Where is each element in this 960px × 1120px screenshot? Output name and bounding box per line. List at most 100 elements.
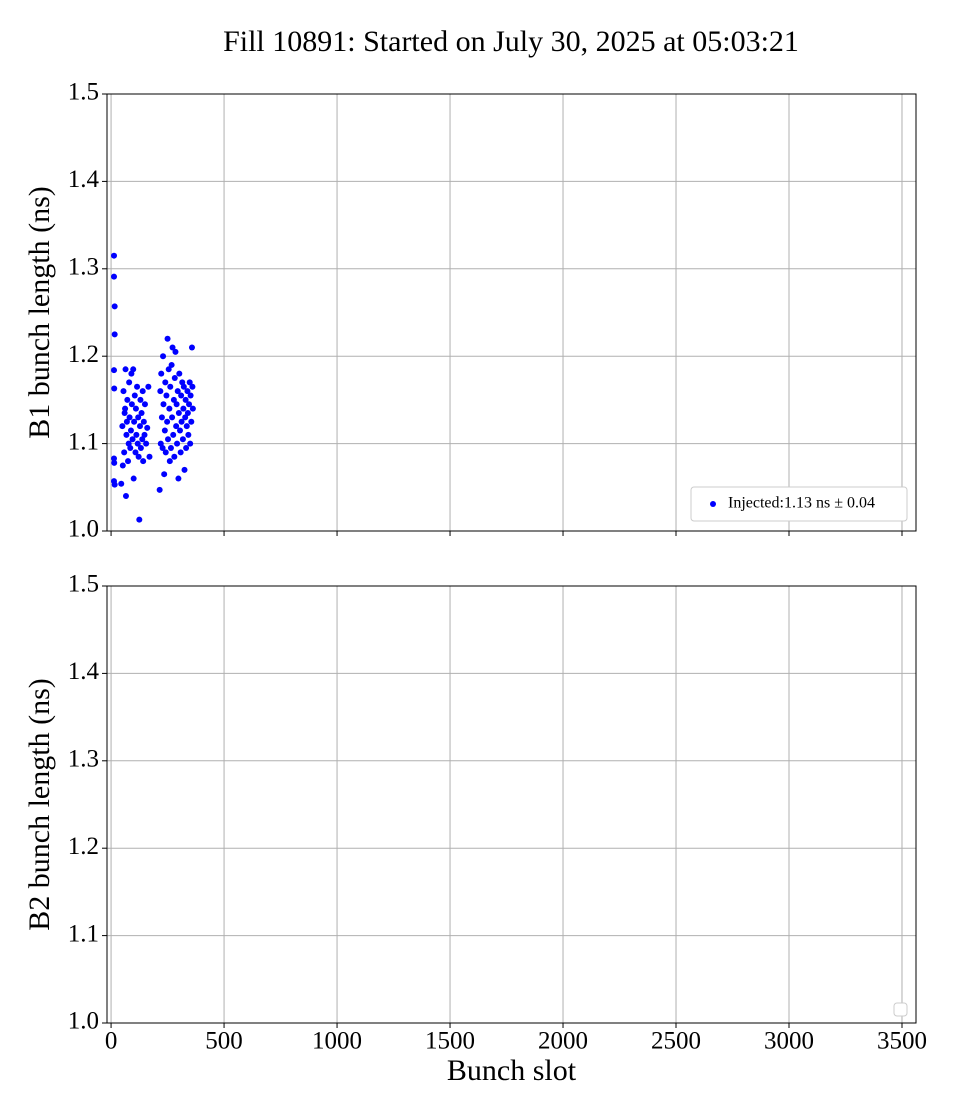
scatter-point — [174, 440, 181, 447]
scatter-point — [169, 414, 176, 421]
scatter-point — [122, 493, 129, 500]
y-tick-label: 1.4 — [68, 658, 100, 685]
scatter-point — [126, 379, 133, 386]
scatter-point — [121, 449, 128, 456]
scatter-point — [131, 392, 138, 399]
scatter-point — [111, 331, 118, 338]
y-tick-label: 1.0 — [68, 516, 99, 543]
scatter-point — [165, 366, 172, 373]
scatter-point — [128, 401, 135, 408]
scatter-point — [169, 344, 176, 351]
scatter-point — [141, 401, 148, 408]
axes-frame — [106, 93, 917, 532]
scatter-point — [158, 370, 165, 377]
x-tick-label: 0 — [105, 1028, 118, 1055]
scatter-point — [127, 427, 134, 434]
scatter-point — [138, 410, 145, 417]
scatter-point — [124, 396, 131, 403]
scatter-point — [184, 410, 191, 417]
scatter-point — [143, 440, 150, 447]
scatter-point — [183, 444, 190, 451]
y-tick-label: 1.3 — [68, 254, 99, 281]
scatter-point — [175, 410, 182, 417]
y-tick-label: 1.3 — [68, 746, 99, 773]
scatter-point — [144, 424, 151, 431]
scatter-point — [180, 405, 187, 412]
scatter-point — [186, 401, 193, 408]
scatter-point — [181, 466, 188, 473]
scatter-point — [172, 348, 179, 355]
scatter-point — [165, 436, 172, 443]
scatter-point — [171, 375, 178, 382]
scatter-point — [156, 486, 163, 493]
y-axis-label: B1 bunch length (ns) — [23, 186, 56, 438]
scatter-point — [189, 383, 196, 390]
scatter-point — [189, 405, 196, 412]
scatter-point — [188, 418, 195, 425]
y-tick-label: 1.5 — [68, 571, 99, 598]
scatter-point — [132, 405, 139, 412]
scatter-point — [127, 444, 134, 451]
scatter-point — [122, 405, 129, 412]
scatter-point — [132, 449, 139, 456]
scatter-point — [167, 444, 174, 451]
scatter-point — [135, 414, 142, 421]
x-tick-label: 2500 — [651, 1028, 701, 1055]
scatter-point — [167, 383, 174, 390]
scatter-point — [119, 423, 126, 430]
scatter-point — [160, 401, 167, 408]
scatter-point — [134, 383, 141, 390]
y-axis-label: B2 bunch length (ns) — [23, 678, 56, 930]
scatter-point — [166, 458, 173, 465]
y-tick-label: 1.1 — [68, 920, 99, 947]
scatter-point — [161, 471, 168, 478]
scatter-point — [145, 383, 152, 390]
scatter-point — [131, 418, 138, 425]
axes-frame — [106, 585, 917, 1024]
scatter-point — [157, 388, 164, 395]
scatter-point — [146, 453, 153, 460]
scatter-point — [120, 388, 127, 395]
scatter-point — [185, 431, 192, 438]
scatter-point — [118, 480, 125, 487]
scatter-point — [175, 475, 182, 482]
y-tick-label: 1.0 — [68, 1008, 99, 1035]
scatter-point — [137, 444, 144, 451]
scatter-point — [183, 423, 190, 430]
scatter-point — [126, 414, 133, 421]
scatter-point — [184, 388, 191, 395]
scatter-point — [129, 436, 136, 443]
scatter-point — [166, 405, 173, 412]
x-tick-label: 2000 — [538, 1028, 588, 1055]
scatter-point — [111, 273, 118, 280]
scatter-point — [123, 418, 130, 425]
scatter-point — [180, 383, 187, 390]
scatter-point — [170, 396, 177, 403]
scatter-point — [162, 449, 169, 456]
scatter-point — [170, 431, 177, 438]
scatter-point — [178, 392, 185, 399]
scatter-point — [133, 431, 140, 438]
scatter-point — [141, 431, 148, 438]
scatter-point — [176, 427, 183, 434]
x-tick-label: 500 — [205, 1028, 243, 1055]
scatter-point — [134, 440, 141, 447]
scatter-point — [122, 366, 129, 373]
x-axis-label: Bunch slot — [447, 1054, 577, 1087]
scatter-point — [140, 458, 147, 465]
scatter-point — [162, 379, 169, 386]
scatter-point — [187, 392, 194, 399]
scatter-point — [160, 353, 167, 360]
scatter-point — [182, 414, 189, 421]
legend-marker — [710, 501, 716, 507]
scatter-point — [164, 418, 171, 425]
scatter-point — [130, 366, 137, 373]
legend: Injected:1.13 ns ± 0.04 — [690, 486, 908, 522]
scatter-point — [163, 392, 170, 399]
chart-title: Fill 10891: Started on July 30, 2025 at … — [223, 25, 799, 58]
scatter-point — [177, 449, 184, 456]
scatter-point — [178, 418, 185, 425]
scatter-point — [137, 396, 144, 403]
scatter-point — [182, 396, 189, 403]
